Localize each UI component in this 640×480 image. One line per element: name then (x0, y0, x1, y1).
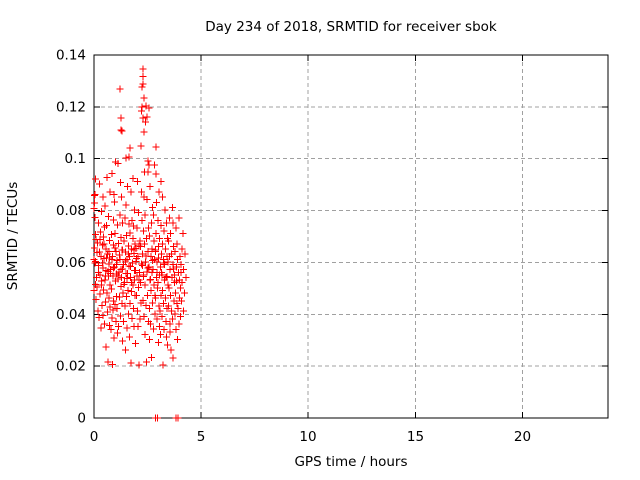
y-tick-label: 0.02 (56, 359, 86, 375)
x-tick-label: 10 (299, 429, 316, 445)
x-axis-label: GPS time / hours (294, 454, 407, 470)
y-tick-label: 0.1 (65, 151, 86, 167)
x-tick-label: 15 (407, 429, 424, 445)
y-tick-label: 0.04 (56, 307, 86, 323)
chart-title: Day 234 of 2018, SRMTID for receiver sbo… (205, 19, 497, 35)
axis-ticks (93, 54, 608, 419)
tick-labels: 0 5 10 15 20 0 0.02 0.04 0.06 0.08 0.1 0.12 0.14 (56, 48, 531, 446)
y-axis-label: SRMTID / TECUs (5, 182, 21, 290)
x-tick-label: 20 (514, 429, 531, 445)
y-tick-label: 0.14 (56, 48, 86, 64)
y-tick-label: 0.06 (56, 255, 86, 271)
data-series (90, 65, 190, 422)
y-tick-label: 0.08 (56, 203, 86, 219)
plot-frame (93, 54, 609, 419)
data-points (90, 65, 190, 422)
x-tick-label: 5 (197, 429, 206, 445)
x-tick-label: 0 (90, 429, 99, 445)
grid-lines (94, 55, 608, 418)
y-tick-label: 0.12 (56, 100, 86, 116)
y-tick-label: 0 (77, 411, 86, 427)
